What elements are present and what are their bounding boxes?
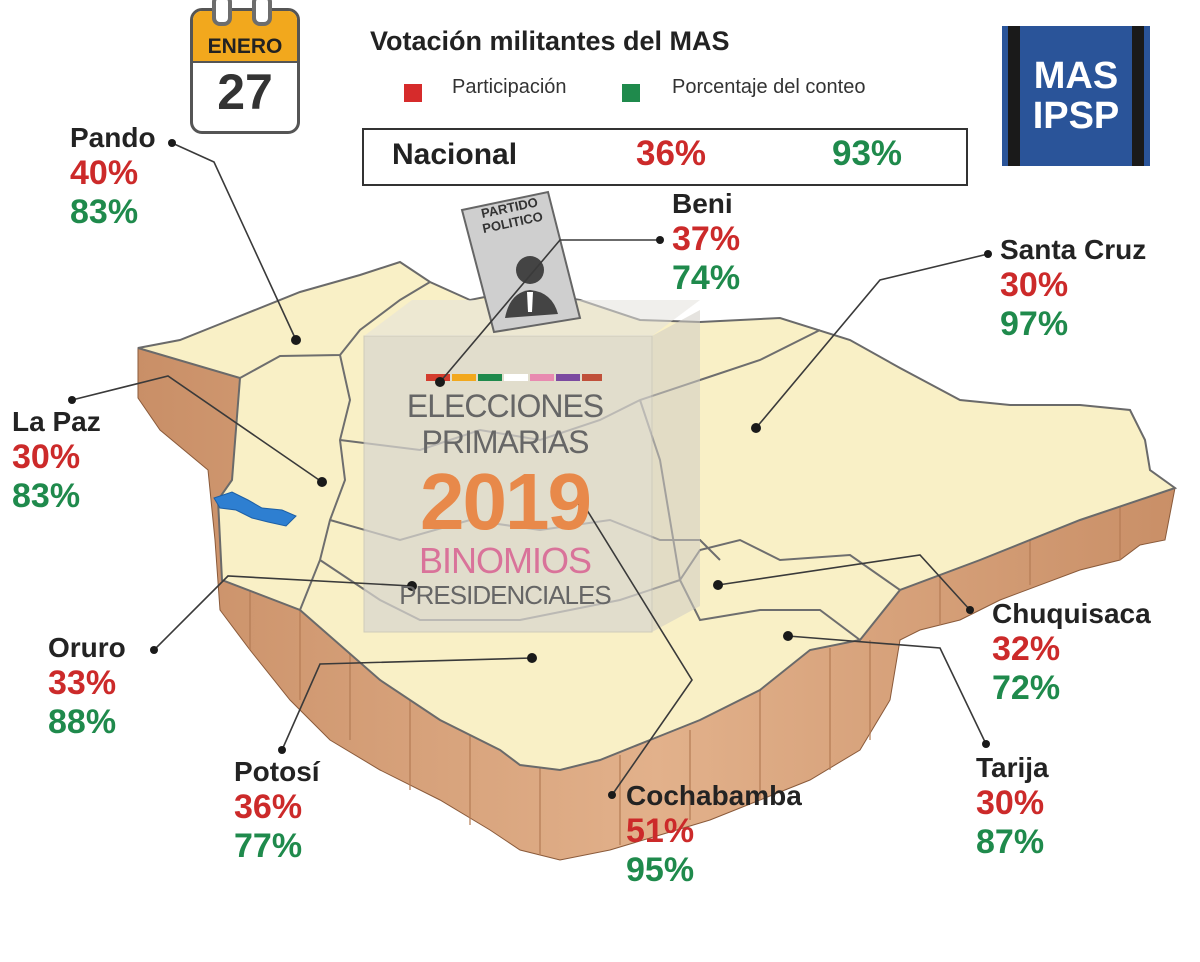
dept-name: Tarija bbox=[976, 752, 1049, 783]
dept-name: Cochabamba bbox=[626, 780, 802, 811]
legend-label-count: Porcentaje del conteo bbox=[672, 76, 866, 98]
calendar-ring-right bbox=[252, 0, 272, 26]
chart-title: Votación militantes del MAS bbox=[370, 26, 730, 56]
dept-cochabamba: Cochabamba 51% 95% bbox=[626, 780, 802, 890]
dept-participation: 30% bbox=[12, 438, 81, 476]
dept-count: 72% bbox=[992, 669, 1061, 707]
dept-pando: Pando 40% 83% bbox=[70, 122, 156, 232]
dept-count: 77% bbox=[234, 827, 303, 865]
dept-name: Oruro bbox=[48, 632, 126, 663]
ballot-line1: ELECCIONES bbox=[406, 388, 604, 424]
dept-name: Chuquisaca bbox=[992, 598, 1151, 629]
dept-participation: 51% bbox=[626, 812, 695, 850]
dept-beni: Beni 37% 74% bbox=[672, 188, 740, 298]
leader-dots bbox=[68, 139, 992, 799]
dept-tarija: Tarija 30% 87% bbox=[976, 752, 1049, 862]
dept-name: Potosí bbox=[234, 756, 320, 787]
legend-swatch-participation bbox=[404, 84, 422, 102]
dept-potosi: Potosí 36% 77% bbox=[234, 756, 320, 866]
dept-count: 95% bbox=[626, 851, 695, 889]
national-summary: Nacional 36% 93% bbox=[362, 128, 968, 186]
lake-titicaca bbox=[213, 491, 297, 527]
national-label: Nacional bbox=[392, 138, 518, 171]
dept-count: 83% bbox=[12, 477, 81, 515]
dept-participation: 30% bbox=[1000, 266, 1069, 304]
dept-name: Santa Cruz bbox=[1000, 234, 1147, 265]
dept-count: 74% bbox=[672, 259, 741, 297]
dept-participation: 40% bbox=[70, 154, 139, 192]
ballot-year: 2019 bbox=[420, 457, 592, 546]
dept-name: La Paz bbox=[12, 406, 101, 437]
mas-ipsp-logo: MAS IPSP bbox=[1002, 26, 1150, 166]
dept-name: Pando bbox=[70, 122, 156, 153]
dept-participation: 30% bbox=[976, 784, 1045, 822]
ballot-line2: PRIMARIAS bbox=[421, 424, 589, 460]
dept-la-paz: La Paz 30% 83% bbox=[12, 406, 101, 516]
dept-chuquisaca: Chuquisaca 32% 72% bbox=[992, 598, 1151, 708]
leader-lines bbox=[71, 142, 989, 796]
calendar-day: 27 bbox=[217, 64, 273, 120]
ballot-line4: PRESIDENCIALES bbox=[399, 580, 611, 610]
extrusion-ridges bbox=[249, 505, 1121, 855]
legend-swatch-count bbox=[622, 84, 640, 102]
calendar-ring-left bbox=[212, 0, 232, 26]
national-count: 93% bbox=[832, 134, 903, 173]
dept-oruro: Oruro 33% 88% bbox=[48, 632, 126, 742]
logo-line2: IPSP bbox=[1032, 95, 1120, 137]
legend-label-participation: Participación bbox=[452, 76, 567, 98]
calendar-icon: ENERO 27 bbox=[190, 8, 300, 134]
ballot-stripe bbox=[426, 374, 602, 381]
national-participation: 36% bbox=[636, 134, 707, 173]
ballot-box-side bbox=[652, 310, 700, 632]
dept-count: 83% bbox=[70, 193, 139, 231]
dept-count: 97% bbox=[1000, 305, 1069, 343]
ballot-line3: BINOMIOS bbox=[418, 540, 592, 581]
calendar-month: ENERO bbox=[207, 35, 283, 58]
dept-count: 88% bbox=[48, 703, 117, 741]
dept-participation: 36% bbox=[234, 788, 303, 826]
dept-participation: 37% bbox=[672, 220, 741, 258]
dept-santa-cruz: Santa Cruz 30% 97% bbox=[1000, 234, 1146, 344]
dept-participation: 33% bbox=[48, 664, 117, 702]
dept-count: 87% bbox=[976, 823, 1045, 861]
dept-name: Beni bbox=[672, 188, 733, 219]
logo-line1: MAS bbox=[1033, 55, 1119, 97]
ballot-paper bbox=[460, 190, 582, 334]
dept-participation: 32% bbox=[992, 630, 1061, 668]
